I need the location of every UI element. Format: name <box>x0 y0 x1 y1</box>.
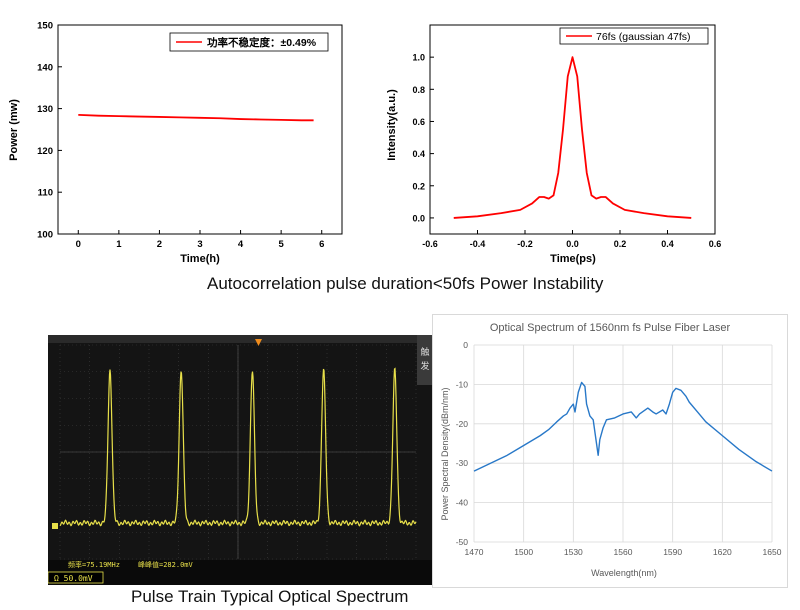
x-tick-label: 5 <box>278 239 284 250</box>
legend-label: 功率不稳定度：±0.49% <box>207 36 317 49</box>
caption-top: Autocorrelation pulse duration<50fs Powe… <box>207 274 604 293</box>
y-tick-label: -10 <box>456 379 469 389</box>
y-tick-label: 1.0 <box>412 53 425 63</box>
power-chart-frame <box>57 24 343 235</box>
caption-bottom: Pulse Train Typical Optical Spectrum <box>131 587 409 606</box>
x-tick-label: 3 <box>197 239 202 250</box>
channel-scale-readout: Ω 50.0mV <box>54 574 93 583</box>
peak-to-peak-readout: 峰峰值=282.0mV <box>138 560 194 569</box>
scope-background <box>48 335 433 585</box>
spectrum-chart-border <box>432 314 788 588</box>
x-axis-label: Wavelength(nm) <box>591 568 657 578</box>
spectrum-series-line <box>473 381 773 472</box>
x-tick-label: 6 <box>319 239 324 250</box>
x-tick-label: 0.4 <box>661 239 674 249</box>
x-tick-label: -0.2 <box>517 239 533 249</box>
optical-spectrum-chart: Optical Spectrum of 1560nm fs Pulse Fibe… <box>432 314 788 588</box>
legend-label: 76fs (gaussian 47fs) <box>596 31 691 43</box>
pulse-train-trace <box>59 367 417 527</box>
y-tick-label: 0.2 <box>412 181 425 191</box>
x-tick-label: 1 <box>116 239 122 250</box>
x-tick-label: 1470 <box>465 547 484 557</box>
y-tick-label: 150 <box>37 21 53 32</box>
y-tick-label: -20 <box>456 419 469 429</box>
y-tick-label: 0.6 <box>412 117 425 127</box>
side-menu-label: 触 <box>420 346 429 357</box>
y-tick-label: -40 <box>456 498 469 508</box>
y-axis-label: Power Spectral Density(dBm/nm) <box>440 387 450 520</box>
y-tick-label: 0.8 <box>412 85 425 95</box>
x-tick-label: 1620 <box>713 547 732 557</box>
autocorrelation-chart: -0.6 -0.4 -0.2 0.0 0.2 0.4 0.6 0.0 0.2 0.4 0.6 0.8 1… <box>386 24 722 265</box>
x-tick-label: -0.6 <box>422 239 438 249</box>
y-axis-label: Intensity(a.u.) <box>386 89 398 161</box>
y-tick-label: 140 <box>37 62 53 73</box>
side-menu-label: 发 <box>420 360 429 371</box>
x-tick-label: -0.4 <box>470 239 486 249</box>
autocorr-chart-legend: 76fs (gaussian 47fs) <box>559 27 709 45</box>
x-tick-label: 0.2 <box>614 239 627 249</box>
y-tick-label: -30 <box>456 458 469 468</box>
power-chart-legend: 功率不稳定度：±0.49% <box>169 32 329 52</box>
y-tick-label: 0.0 <box>412 213 425 223</box>
x-tick-label: 4 <box>238 239 244 250</box>
x-axis-label: Time(ps) <box>550 253 596 265</box>
y-tick-label: 110 <box>38 188 53 199</box>
x-axis-label: Time(h) <box>180 253 220 265</box>
y-axis-label: Power (mw) <box>8 99 20 161</box>
x-tick-label: 2 <box>157 239 162 250</box>
autocorrelation-series-line <box>453 56 692 219</box>
channel-scale-box[interactable] <box>48 571 104 584</box>
y-tick-label: 100 <box>37 230 53 241</box>
x-tick-label: 0.6 <box>709 239 722 249</box>
frequency-readout: 频率=75.19MHz <box>68 560 120 569</box>
trigger-position-marker[interactable] <box>255 339 262 346</box>
x-tick-label: 0 <box>76 239 81 250</box>
scope-side-menu[interactable] <box>417 335 433 385</box>
x-tick-label: 0.0 <box>566 239 579 249</box>
x-tick-label: 1500 <box>514 547 533 557</box>
y-tick-label: 0 <box>463 340 468 350</box>
y-tick-label: 0.4 <box>412 149 425 159</box>
power-series-line <box>78 113 314 122</box>
y-tick-label: 130 <box>37 104 53 115</box>
y-tick-label: 120 <box>37 146 53 157</box>
x-tick-label: 1650 <box>763 547 782 557</box>
x-tick-label: 1530 <box>564 547 583 557</box>
y-tick-label: -50 <box>456 537 469 547</box>
channel-marker[interactable] <box>52 523 58 529</box>
x-tick-label: 1590 <box>663 547 682 557</box>
x-tick-label: 1560 <box>614 547 633 557</box>
chart-title: Optical Spectrum of 1560nm fs Pulse Fibe… <box>490 322 731 334</box>
oscilloscope-pulse-train: 触 发 频率=75.19MHz 峰峰值=282.0mV Ω 50.0mV <box>48 335 433 585</box>
